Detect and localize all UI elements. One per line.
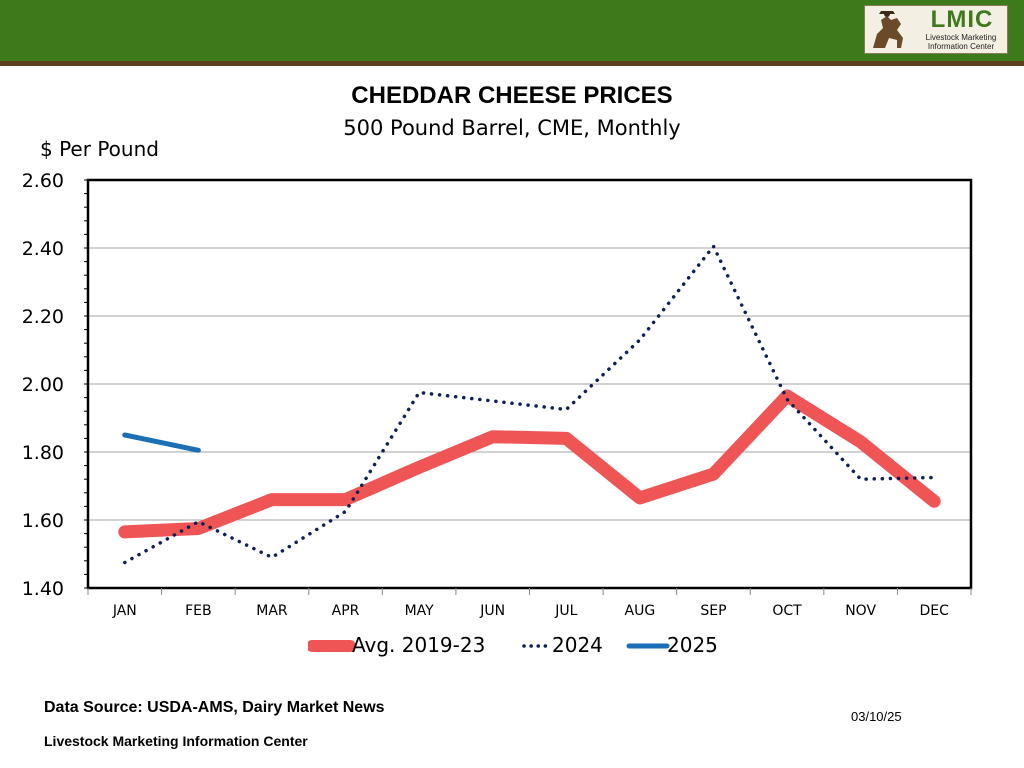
legend-swatch: [626, 643, 670, 649]
legend-swatch: [522, 644, 552, 648]
gridlines: [88, 247, 971, 521]
x-tick-label-may: MAY: [405, 603, 435, 619]
y-tick-label-1.40: 1.40: [22, 578, 64, 600]
price-chart: 1.40 1.60 1.80 2.00 2.20 2.40 2.60 JAN FEB MAR APR…: [22, 170, 973, 619]
x-tick-label-aug: AUG: [625, 603, 656, 619]
x-tick-label-jun: JUN: [479, 603, 505, 619]
legend-item-2024: 2024: [0, 632, 1024, 660]
y-tick-label-2.60: 2.60: [22, 170, 64, 192]
date-stamp: 03/10/25: [851, 709, 902, 724]
y-tick-label-1.60: 1.60: [22, 510, 64, 532]
chart-title: CHEDDAR CHEESE PRICES: [351, 82, 673, 109]
y-axis-label: $ Per Pound: [40, 137, 159, 161]
organization-note: Livestock Marketing Information Center: [44, 733, 308, 749]
x-tick-label-feb: FEB: [185, 603, 212, 619]
chart-subtitle: 500 Pound Barrel, CME, Monthly: [343, 116, 681, 140]
series-line-2025: [122, 432, 201, 453]
legend-label: 2024: [552, 633, 603, 657]
y-tick-label-2.20: 2.20: [22, 306, 64, 328]
x-tick-label-nov: NOV: [845, 603, 876, 619]
legend: Avg. 2019-23 2024 2025: [0, 632, 1024, 660]
logo-brand: LMIC: [930, 6, 994, 33]
lmic-logo: LMIC Livestock Marketing Information Cen…: [864, 5, 1008, 54]
x-tick-label-apr: APR: [332, 603, 360, 619]
y-tick-label-2.00: 2.00: [22, 374, 64, 396]
series-lines: [118, 244, 941, 565]
legend-label: Avg. 2019-23: [352, 633, 486, 657]
y-tick-label-2.40: 2.40: [22, 238, 64, 260]
cowboy-horse-icon: [873, 11, 903, 48]
logo-subtitle: Livestock Marketing Information Center: [915, 33, 1007, 51]
header-bar: LMIC Livestock Marketing Information Cen…: [0, 0, 1024, 66]
x-tick-label-sep: SEP: [700, 603, 726, 619]
logo-line-2: Information Center: [927, 42, 995, 51]
axes: 1.40 1.60 1.80 2.00 2.20 2.40 2.60 JAN FEB MAR APR…: [22, 170, 973, 619]
series-line-2024: [123, 244, 936, 565]
x-tick-label-dec: DEC: [920, 603, 950, 619]
legend-item-2025: 2025: [0, 632, 1024, 660]
x-tick-label-jan: JAN: [112, 603, 137, 619]
y-tick-label-1.80: 1.80: [22, 442, 64, 464]
logo-line-1: Livestock Marketing: [925, 33, 997, 42]
x-tick-label-mar: MAR: [256, 603, 288, 619]
x-tick-label-jul: JUL: [554, 603, 577, 619]
x-tick-label-oct: OCT: [772, 603, 802, 619]
series-line-avg-2019-23: [118, 389, 941, 539]
legend-label: 2025: [667, 633, 718, 657]
data-source-note: Data Source: USDA-AMS, Dairy Market News: [44, 699, 385, 716]
legend-swatch: [308, 640, 356, 652]
legend-item-avg-2019-23: Avg. 2019-23: [0, 632, 1024, 660]
